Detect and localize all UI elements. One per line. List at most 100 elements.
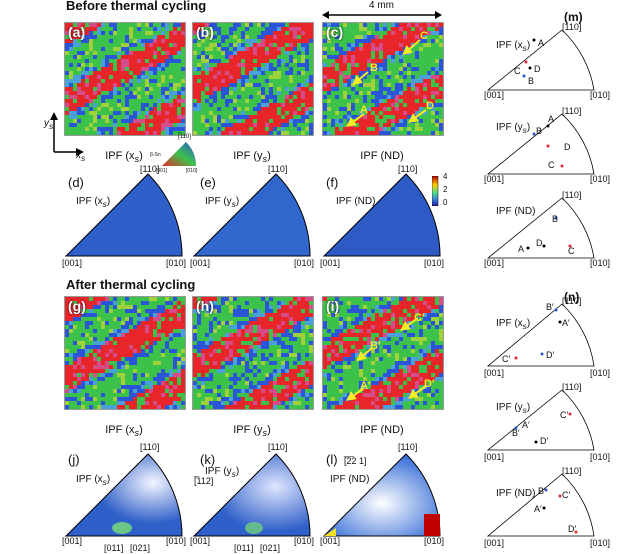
map-pixel <box>339 123 343 127</box>
map-pixel <box>233 337 237 341</box>
map-pixel <box>137 31 141 35</box>
map-pixel <box>93 373 97 377</box>
map-pixel <box>395 373 399 377</box>
map-pixel <box>261 71 265 75</box>
map-pixel <box>285 385 289 389</box>
map-pixel <box>331 127 335 131</box>
map-pixel <box>355 337 359 341</box>
map-pixel <box>301 405 305 409</box>
map-pixel <box>269 309 273 313</box>
map-pixel <box>161 301 165 305</box>
map-pixel <box>121 405 125 409</box>
map-pixel <box>137 91 141 95</box>
map-pixel <box>209 345 213 349</box>
map-pixel <box>237 63 241 67</box>
map-pixel <box>301 397 305 401</box>
map-pixel <box>431 361 435 365</box>
map-pixel <box>121 357 125 361</box>
map-pixel <box>411 361 415 365</box>
map-pixel <box>395 55 399 59</box>
map-pixel <box>245 325 249 329</box>
map-pixel <box>347 131 351 135</box>
map-pixel <box>209 47 213 51</box>
map-pixel <box>273 313 277 317</box>
map-pixel <box>273 357 277 361</box>
map-pixel <box>117 385 121 389</box>
map-pixel <box>69 79 73 83</box>
map-pixel <box>233 83 237 87</box>
map-pixel <box>309 23 313 27</box>
map-pixel <box>161 79 165 83</box>
map-pixel <box>81 71 85 75</box>
map-pixel <box>193 103 197 107</box>
map-pixel <box>367 111 371 115</box>
map-pixel <box>157 123 161 127</box>
map-pixel <box>221 401 225 405</box>
map-pixel <box>141 361 145 365</box>
map-pixel <box>273 389 277 393</box>
map-pixel <box>351 27 355 31</box>
map-pixel <box>411 317 415 321</box>
map-pixel <box>193 385 197 389</box>
map-pixel <box>435 365 439 369</box>
map-pixel <box>245 71 249 75</box>
map-pixel <box>217 381 221 385</box>
map-pixel <box>153 55 157 59</box>
map-pixel <box>305 111 309 115</box>
map-pixel <box>387 31 391 35</box>
map-pixel <box>193 389 197 393</box>
map-pixel <box>177 357 181 361</box>
map-pixel <box>383 63 387 67</box>
map-pixel <box>273 401 277 405</box>
map-pixel <box>309 337 313 341</box>
map-pixel <box>411 345 415 349</box>
map-pixel <box>277 23 281 27</box>
map-pixel <box>355 321 359 325</box>
map-pixel <box>73 309 77 313</box>
map-pixel <box>85 107 89 111</box>
map-pixel <box>391 127 395 131</box>
map-pixel <box>293 313 297 317</box>
map-pixel <box>229 317 233 321</box>
map-pixel <box>293 123 297 127</box>
map-pixel <box>367 35 371 39</box>
map-pixel <box>97 95 101 99</box>
map-pixel <box>343 67 347 71</box>
map-pixel <box>305 47 309 51</box>
map-pixel <box>93 353 97 357</box>
map-pixel <box>217 305 221 309</box>
map-pixel <box>181 27 185 31</box>
map-pixel <box>197 35 201 39</box>
map-pixel <box>101 305 105 309</box>
map-pixel <box>257 51 261 55</box>
map-pixel <box>233 103 237 107</box>
map-pixel <box>331 47 335 51</box>
map-pixel <box>81 51 85 55</box>
map-pixel <box>301 79 305 83</box>
map-pixel <box>169 107 173 111</box>
map-pixel <box>121 401 125 405</box>
map-pixel <box>237 353 241 357</box>
map-pixel <box>265 23 269 27</box>
map-pixel <box>241 67 245 71</box>
map-pixel <box>89 297 93 301</box>
map-pixel <box>81 39 85 43</box>
map-pixel <box>327 353 331 357</box>
map-pixel <box>205 87 209 91</box>
map-pixel <box>269 107 273 111</box>
map-pixel <box>399 377 403 381</box>
map-pixel <box>213 43 217 47</box>
map-pixel <box>193 107 197 111</box>
map-pixel <box>173 47 177 51</box>
map-pixel <box>125 301 129 305</box>
map-pixel <box>169 341 173 345</box>
map-pixel <box>379 91 383 95</box>
map-pixel <box>73 357 77 361</box>
map-pixel <box>277 127 281 131</box>
map-pixel <box>427 43 431 47</box>
map-pixel <box>359 369 363 373</box>
map-pixel <box>427 23 431 27</box>
map-pixel <box>289 353 293 357</box>
map-pixel <box>141 79 145 83</box>
map-pixel <box>335 361 339 365</box>
